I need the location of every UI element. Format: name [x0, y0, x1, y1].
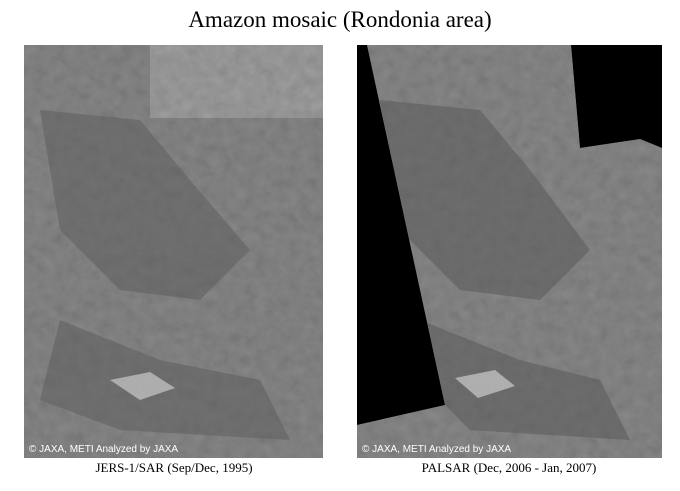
caption: JERS-1/SAR (Sep/Dec, 1995) — [95, 460, 252, 475]
image-jers: © JAXA, METI Analyzed by JAXA — [24, 45, 323, 458]
credit: © JAXA, METI Analyzed by JAXA — [362, 444, 511, 455]
title: Amazon mosaic (Rondonia area) — [188, 7, 491, 32]
image-palsar: © JAXA, METI Analyzed by JAXA — [357, 45, 662, 458]
credit: © JAXA, METI Analyzed by JAXA — [29, 444, 178, 455]
caption: PALSAR (Dec, 2006 - Jan, 2007) — [422, 460, 597, 475]
